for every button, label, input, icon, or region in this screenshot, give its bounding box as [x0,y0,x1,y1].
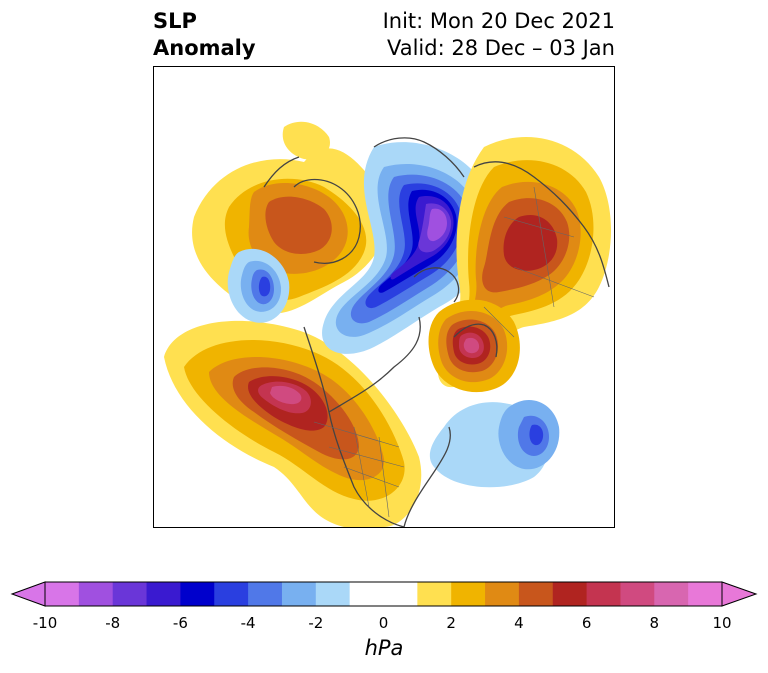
colorbar-outline [44,581,723,607]
colorbar-cell [315,582,351,606]
colorbar-tick-label: 2 [446,614,456,632]
colorbar-cell [518,582,554,606]
colorbar-cell [281,582,317,606]
title-block-left: SLP Anomaly [153,8,256,62]
colorbar-tick-label: 10 [712,614,732,632]
colorbar-cell [654,582,689,606]
title-variable: SLP [153,9,197,33]
colorbar-cell [146,582,181,606]
init-time: Init: Mon 20 Dec 2021 [382,9,615,33]
colorbar-tick-label: -2 [308,614,324,632]
colorbar-cell [78,582,114,606]
colorbar-cell [112,582,148,606]
colorbar-tick-label: 8 [649,614,660,632]
colorbar-under-arrow [10,581,46,607]
negative-anomaly-pacific [227,248,290,323]
positive-anomaly-western-us [164,320,422,527]
colorbar-unit-label: hPa [364,636,404,660]
colorbar-cell [586,582,621,606]
coastlines [263,137,610,527]
colorbar-cell [451,582,486,606]
colorbar-cell [214,582,249,606]
colorbar-tick-label: -10 [32,614,58,632]
colorbar-tick-label: 4 [514,614,524,632]
colorbar-cell [383,582,418,606]
negative-anomaly-arctic [322,142,494,354]
negative-anomaly-north-atlantic [429,399,560,488]
colorbar-cell [45,582,80,606]
colorbar-cell [485,582,520,606]
colorbar-cell [248,582,283,606]
anomaly-map [153,66,615,528]
colorbar-tick-label: -6 [172,614,188,632]
colorbar-cell [417,582,452,606]
valid-period: Valid: 28 Dec – 03 Jan [386,36,615,60]
colorbar-tick-label: -8 [105,614,121,632]
colorbar [10,581,758,607]
colorbar-cells [45,582,723,606]
title-block-right: Init: Mon 20 Dec 2021 Valid: 28 Dec – 03… [383,8,615,62]
political-borders [313,186,595,518]
colorbar-tick-label: -4 [240,614,256,632]
colorbar-cell [620,582,655,606]
positive-anomaly-atlantic [428,299,520,393]
colorbar-cell [349,582,384,606]
title-field: Anomaly [153,36,256,60]
colorbar-tick-label: 6 [581,614,592,632]
map-canvas [164,121,612,527]
colorbar-cell [180,582,215,606]
colorbar-over-arrow [721,581,758,607]
colorbar-tick-label: 0 [378,614,389,632]
colorbar-cell [552,582,588,606]
colorbar-cell [688,582,723,606]
